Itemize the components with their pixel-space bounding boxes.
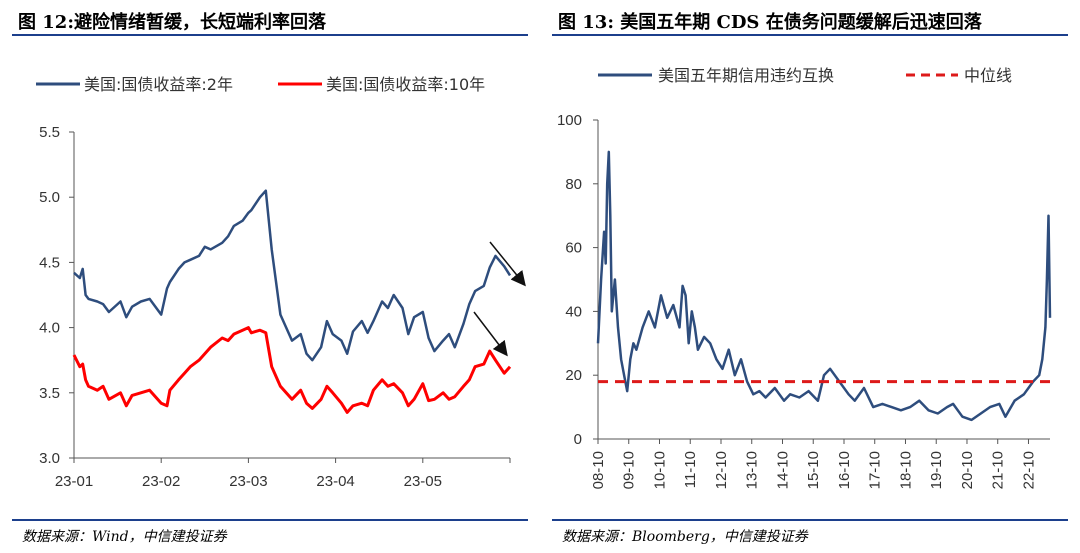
chart-panel-right: 图 13: 美国五年期 CDS 在债务问题缓解后迅速回落 0 20 40 60 80 10… xyxy=(540,0,1080,553)
series-line xyxy=(596,150,1052,422)
x-tick-label: 17-10 xyxy=(867,451,884,489)
legend-label: 中位线 xyxy=(964,66,1012,85)
y-tick-label: 20 xyxy=(565,367,582,384)
x-tick-label: 23-04 xyxy=(316,473,354,490)
x-tick-label: 14-10 xyxy=(774,451,791,489)
divider xyxy=(552,34,1068,36)
x-tick-label: 23-02 xyxy=(142,473,180,490)
x-tick-label: 11-10 xyxy=(682,451,699,488)
divider xyxy=(552,519,1068,521)
y-tick-label: 100 xyxy=(557,112,582,129)
x-tick-label: 22-10 xyxy=(1020,451,1037,489)
y-tick-label: 4.5 xyxy=(39,254,60,271)
x-tick-label: 13-10 xyxy=(744,451,761,489)
legend-label: 美国五年期信用违约互换 xyxy=(658,66,834,85)
series-line xyxy=(73,189,512,362)
y-tick-label: 4.0 xyxy=(39,320,60,337)
y-tick-label: 60 xyxy=(565,240,582,257)
y-tick-label: 5.0 xyxy=(39,189,60,206)
figure-title: 图 13: 美国五年期 CDS 在债务问题缓解后迅速回落 xyxy=(558,12,982,33)
divider xyxy=(12,34,528,36)
cds-chart: 0 20 40 60 80 100 08-10 09-10 10-10 11-10 12-10 13-… xyxy=(557,66,1052,489)
y-tick-label: 3.5 xyxy=(39,385,60,402)
arrow-annotation xyxy=(489,241,526,287)
x-tick-label: 10-10 xyxy=(651,451,668,489)
legend-label: 美国:国债收益率:2年 xyxy=(84,75,233,94)
figure-title: 图 12:避险情绪暂缓，长短端利率回落 xyxy=(18,12,326,33)
chart-panel-left: 图 12:避险情绪暂缓，长短端利率回落 3.0 3.5 4.0 4.5 5.0 5.5 23… xyxy=(12,12,528,545)
arrow-annotation xyxy=(473,311,508,357)
x-tick-label: 15-10 xyxy=(805,451,822,489)
x-tick-label: 23-05 xyxy=(404,473,442,490)
divider xyxy=(12,519,528,521)
y-tick-label: 3.0 xyxy=(39,450,60,467)
y-tick-label: 5.5 xyxy=(39,124,60,141)
x-tick-label: 21-10 xyxy=(990,451,1007,489)
x-tick-label: 23-03 xyxy=(229,473,267,490)
y-tick-label: 40 xyxy=(565,303,582,320)
data-source: 数据来源：Wind，中信建投证券 xyxy=(22,529,227,545)
y-tick-label: 0 xyxy=(574,431,582,448)
x-tick-label: 18-10 xyxy=(897,451,914,489)
x-tick-label: 09-10 xyxy=(621,451,638,489)
legend-label: 美国:国债收益率:10年 xyxy=(326,75,485,94)
treasury-yield-chart: 3.0 3.5 4.0 4.5 5.0 5.5 23-01 23-02 23-03 23-04 23… xyxy=(36,75,526,490)
series-line xyxy=(72,326,512,414)
x-tick-label: 20-10 xyxy=(959,451,976,489)
x-tick-label: 23-01 xyxy=(55,473,93,490)
x-tick-label: 08-10 xyxy=(590,451,607,489)
y-tick-label: 80 xyxy=(565,176,582,193)
x-tick-label: 16-10 xyxy=(836,451,853,489)
data-source: 数据来源：Bloomberg，中信建投证券 xyxy=(562,529,808,545)
x-tick-label: 12-10 xyxy=(713,451,730,489)
x-tick-label: 19-10 xyxy=(928,451,945,489)
